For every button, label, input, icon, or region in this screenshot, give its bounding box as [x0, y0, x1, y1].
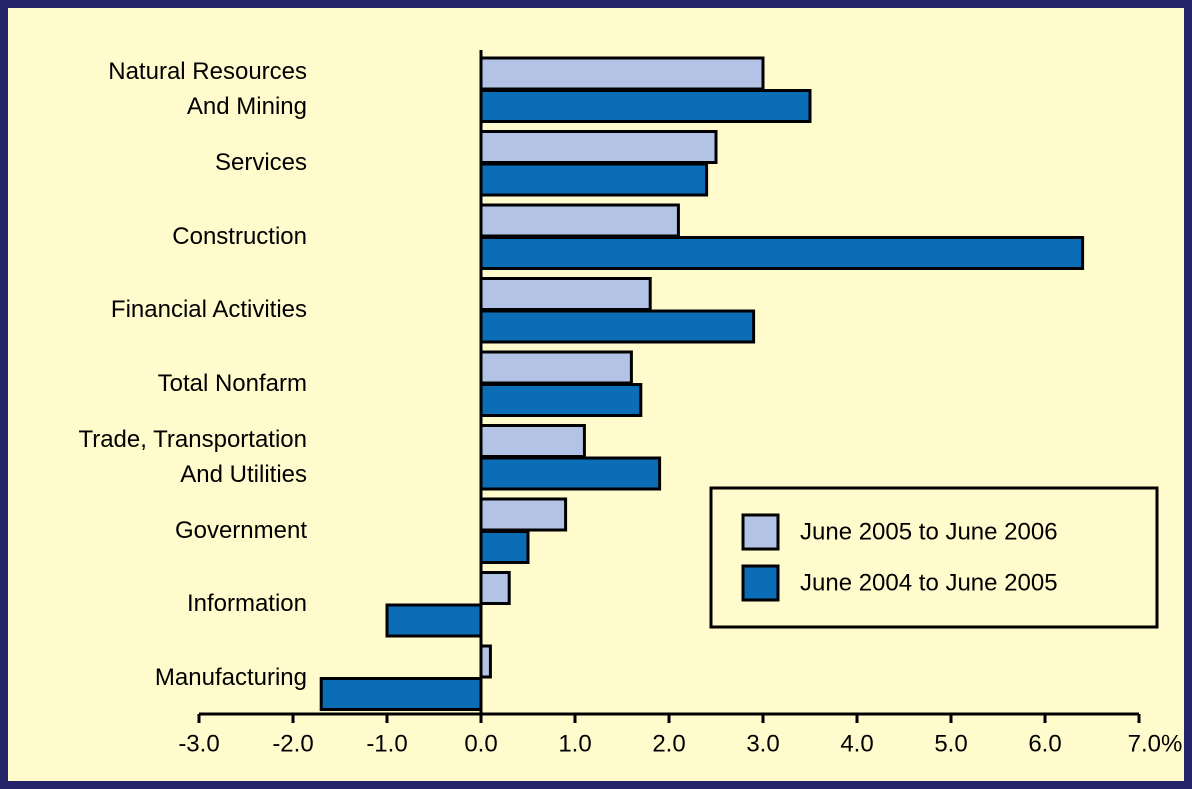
legend-swatch	[741, 564, 780, 602]
bar	[479, 277, 652, 311]
category-label: Construction	[172, 222, 307, 250]
x-tick-label: -3.0	[178, 730, 219, 757]
category-label: Financial Activities	[110, 296, 307, 323]
category-label: Natural Resources And Mining	[108, 58, 307, 120]
legend-swatch	[741, 513, 780, 551]
x-tick-label: -1.0	[366, 730, 407, 757]
bar	[319, 677, 483, 711]
bar	[385, 603, 483, 638]
x-tick-label: 4.0	[840, 730, 873, 757]
x-tick-label: -2.0	[272, 730, 313, 757]
bar	[479, 383, 643, 417]
chart: -3.0 -2.0 -1.0 0.0 1.0 2.0 3.0 4.0 5.0 6.0 7.0% Jun…	[178, 50, 1183, 757]
legend-box	[709, 486, 1159, 629]
x-tick-label: 7.0%	[1128, 730, 1183, 757]
x-tick-label: 3.0	[746, 730, 779, 757]
bar	[479, 571, 511, 605]
category-label: Manufacturing	[154, 663, 307, 691]
bar	[479, 350, 633, 385]
bar	[479, 497, 568, 532]
bar	[479, 530, 530, 564]
category-label: Services	[214, 149, 307, 176]
x-tick-label: 1.0	[558, 730, 591, 757]
bar	[479, 456, 662, 491]
bar	[479, 162, 709, 197]
legend-label: June 2005 to June 2006	[800, 518, 1058, 545]
x-tick-label: 2.0	[652, 730, 685, 757]
bar	[479, 424, 586, 458]
legend-label: June 2004 to June 2005	[800, 569, 1058, 596]
category-label: Government	[174, 516, 307, 544]
bar	[479, 236, 1085, 270]
category-label: Trade, Transportation And Utilities	[78, 425, 307, 488]
category-label: Information	[186, 590, 307, 617]
x-tick-label: 0.0	[464, 730, 497, 757]
bar	[479, 203, 680, 238]
category-label: Total Nonfarm	[157, 369, 307, 397]
bar	[479, 309, 756, 344]
bar	[479, 89, 812, 123]
x-tick-label: 6.0	[1028, 730, 1061, 757]
x-tick-label: 5.0	[934, 730, 967, 757]
bar	[479, 130, 718, 164]
bar	[479, 56, 765, 91]
